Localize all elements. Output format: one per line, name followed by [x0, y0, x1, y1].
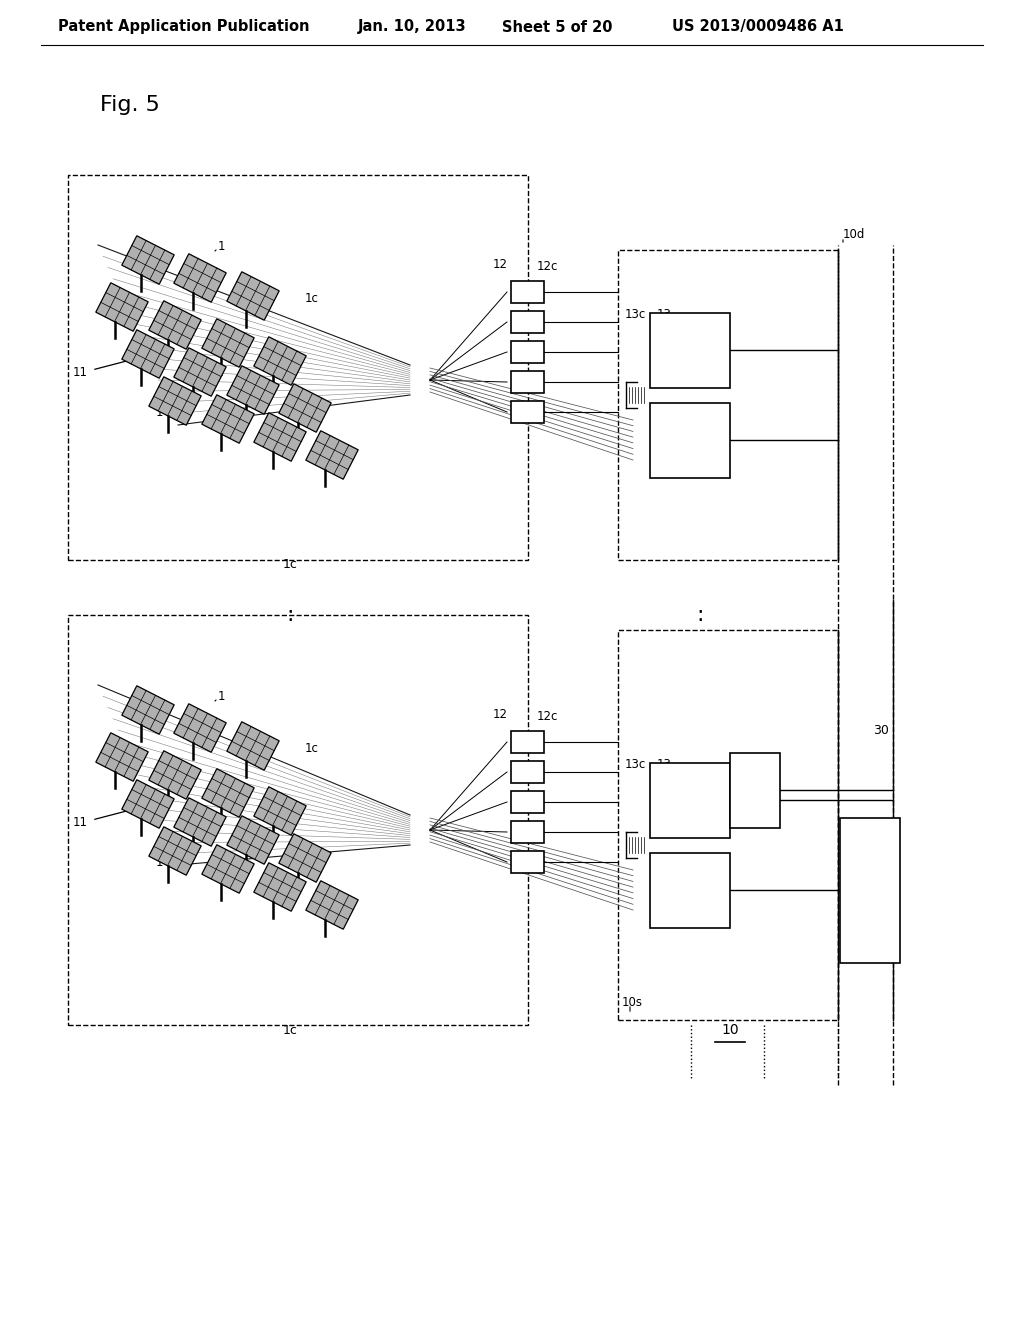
Bar — [511, 401, 544, 422]
Bar — [650, 763, 730, 837]
Bar — [511, 281, 544, 304]
Text: 1: 1 — [218, 690, 225, 704]
Bar — [650, 403, 730, 478]
Polygon shape — [148, 301, 201, 350]
Text: 1c: 1c — [305, 292, 318, 305]
Polygon shape — [202, 395, 254, 444]
Polygon shape — [254, 337, 306, 385]
Bar — [730, 752, 780, 828]
Text: US 2013/0009486 A1: US 2013/0009486 A1 — [672, 20, 844, 34]
Polygon shape — [148, 826, 201, 875]
Bar — [511, 341, 544, 363]
Polygon shape — [279, 834, 331, 882]
Polygon shape — [226, 816, 280, 865]
Text: :: : — [696, 605, 703, 624]
Text: 16: 16 — [682, 438, 697, 451]
Text: 1c: 1c — [283, 1023, 297, 1036]
Bar — [68, 615, 528, 1026]
Bar — [511, 821, 544, 843]
Text: 1c: 1c — [283, 558, 297, 572]
Bar — [650, 853, 730, 928]
Polygon shape — [96, 733, 148, 781]
Text: 12: 12 — [493, 259, 508, 272]
Text: 1: 1 — [156, 857, 164, 870]
Text: 13: 13 — [682, 796, 697, 808]
Polygon shape — [122, 686, 174, 734]
Polygon shape — [122, 330, 174, 379]
Bar — [511, 371, 544, 393]
Text: Patent Application Publication: Patent Application Publication — [58, 20, 309, 34]
Bar — [511, 312, 544, 333]
Text: 11: 11 — [73, 366, 88, 379]
Text: 1: 1 — [156, 407, 164, 420]
Text: ...: ... — [685, 810, 695, 820]
Bar — [840, 817, 900, 962]
Text: Fig. 5: Fig. 5 — [100, 95, 160, 115]
Text: 13c: 13c — [625, 759, 646, 771]
Polygon shape — [226, 366, 280, 414]
Polygon shape — [122, 780, 174, 828]
Text: :: : — [287, 605, 294, 624]
Polygon shape — [226, 722, 280, 771]
Text: 10s: 10s — [622, 995, 643, 1008]
Polygon shape — [254, 413, 306, 461]
Text: Jan. 10, 2013: Jan. 10, 2013 — [358, 20, 467, 34]
Bar — [511, 731, 544, 752]
Bar — [618, 249, 838, 560]
Text: 13c: 13c — [625, 309, 646, 322]
Text: 13: 13 — [657, 759, 672, 771]
Text: 16: 16 — [682, 888, 697, 902]
Text: 1: 1 — [218, 240, 225, 253]
Text: 10: 10 — [721, 1023, 738, 1038]
Text: 18: 18 — [749, 789, 764, 803]
Text: 12: 12 — [493, 709, 508, 722]
Text: 1c: 1c — [305, 742, 318, 755]
Polygon shape — [254, 863, 306, 911]
Bar — [511, 762, 544, 783]
Text: 11: 11 — [73, 816, 88, 829]
Polygon shape — [148, 751, 201, 799]
Text: 12c: 12c — [537, 260, 558, 273]
Polygon shape — [96, 282, 148, 331]
Text: 10d: 10d — [843, 228, 865, 242]
Text: 30: 30 — [873, 723, 889, 737]
Polygon shape — [202, 845, 254, 894]
Text: 13: 13 — [682, 346, 697, 359]
Bar — [511, 851, 544, 873]
Text: 13: 13 — [657, 309, 672, 322]
Text: 10d: 10d — [733, 812, 756, 825]
Polygon shape — [174, 253, 226, 302]
Polygon shape — [174, 704, 226, 752]
Polygon shape — [174, 797, 226, 846]
Polygon shape — [202, 318, 254, 367]
Polygon shape — [148, 376, 201, 425]
Polygon shape — [122, 236, 174, 284]
Bar — [511, 791, 544, 813]
Bar — [68, 176, 528, 560]
Bar — [618, 630, 838, 1020]
Polygon shape — [174, 347, 226, 396]
Polygon shape — [226, 272, 280, 321]
Polygon shape — [254, 787, 306, 836]
Polygon shape — [306, 880, 358, 929]
Polygon shape — [306, 430, 358, 479]
Bar — [650, 313, 730, 388]
Polygon shape — [202, 768, 254, 817]
Polygon shape — [279, 384, 331, 432]
Text: Sheet 5 of 20: Sheet 5 of 20 — [502, 20, 612, 34]
Text: 12c: 12c — [537, 710, 558, 723]
